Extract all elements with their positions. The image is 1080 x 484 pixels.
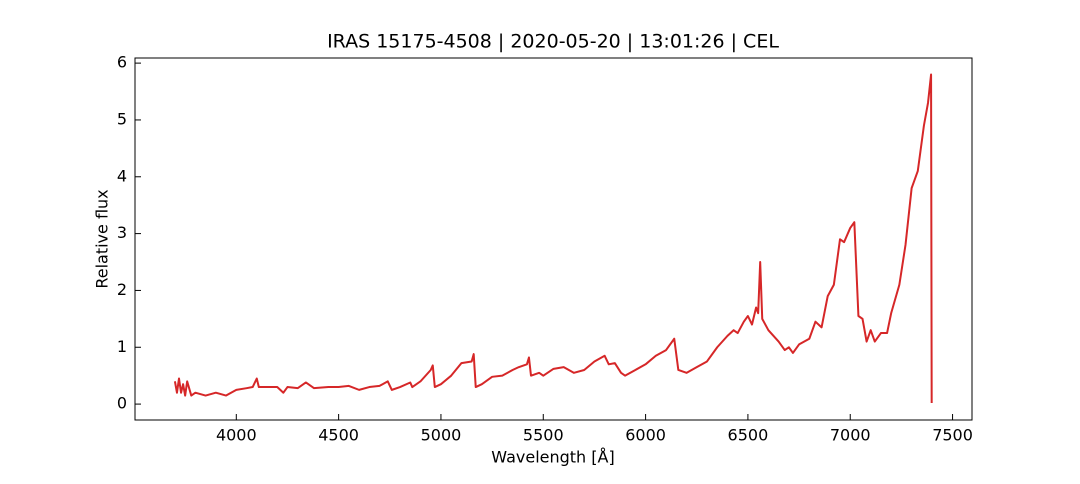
plot-frame	[134, 57, 973, 421]
y-axis-label: Relative flux	[93, 189, 112, 288]
chart-title: IRAS 15175-4508 | 2020-05-20 | 13:01:26 …	[327, 31, 779, 53]
x-tick-label: 4500	[318, 426, 359, 445]
x-tick-label: 5000	[421, 426, 462, 445]
x-tick-label: 6500	[728, 426, 769, 445]
y-tick-label: 5	[117, 109, 127, 128]
x-tick-label: 6000	[625, 426, 666, 445]
y-tick-label: 4	[117, 166, 127, 185]
y-tick-label: 1	[117, 337, 127, 356]
x-axis-label: Wavelength [Å]	[491, 448, 614, 467]
y-tick-label: 2	[117, 280, 127, 299]
x-tick-label: 7500	[932, 426, 973, 445]
y-tick-label: 3	[117, 223, 127, 242]
x-tick-label: 5500	[523, 426, 564, 445]
x-tick-label: 7000	[830, 426, 871, 445]
spectrum-line	[173, 73, 933, 403]
x-tick-label: 4000	[216, 426, 257, 445]
y-tick-label: 6	[117, 53, 127, 72]
y-tick-label: 0	[117, 394, 127, 413]
